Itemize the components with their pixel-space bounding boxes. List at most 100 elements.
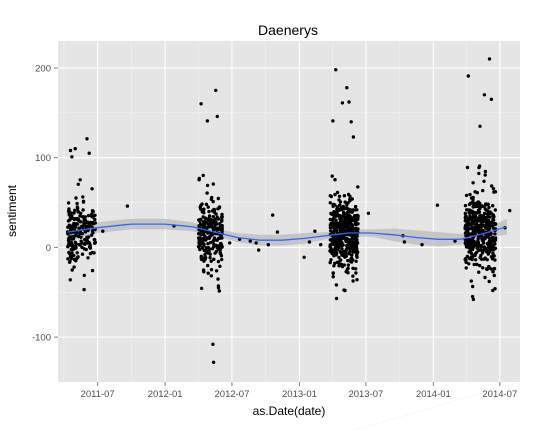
data-point — [483, 256, 487, 260]
data-point — [218, 221, 222, 226]
data-point — [212, 242, 216, 246]
data-point — [339, 223, 343, 227]
data-point — [335, 243, 339, 247]
data-point — [201, 225, 205, 230]
data-point — [209, 259, 213, 263]
data-point — [214, 269, 219, 273]
data-point — [467, 250, 471, 254]
data-point — [208, 240, 213, 245]
data-point — [366, 211, 371, 215]
data-point — [257, 248, 261, 252]
data-point — [87, 222, 91, 226]
data-point — [464, 239, 468, 244]
data-point — [207, 214, 212, 218]
data-point — [463, 211, 467, 216]
data-point — [328, 238, 333, 242]
data-point — [345, 86, 349, 90]
data-point — [248, 239, 252, 243]
data-point — [476, 208, 481, 212]
data-point — [334, 296, 339, 301]
data-point — [493, 190, 498, 194]
data-point — [66, 238, 71, 242]
data-point — [331, 119, 335, 123]
data-point — [93, 240, 98, 245]
data-point — [90, 250, 95, 255]
data-point — [75, 206, 80, 211]
data-point — [492, 273, 496, 278]
data-point — [337, 207, 341, 211]
data-point — [485, 241, 490, 246]
data-point — [491, 187, 496, 191]
data-point — [202, 207, 206, 211]
data-point — [211, 215, 215, 219]
data-point — [465, 165, 470, 170]
data-point — [484, 218, 489, 222]
data-point — [489, 97, 494, 102]
data-point — [206, 263, 210, 268]
data-point — [345, 203, 349, 207]
data-point — [78, 178, 82, 182]
data-point — [74, 245, 78, 249]
data-point — [347, 100, 351, 104]
data-point — [271, 213, 275, 217]
data-point — [484, 226, 488, 230]
data-point — [340, 208, 344, 212]
data-point — [86, 213, 91, 218]
data-point — [90, 187, 94, 191]
data-point — [197, 237, 201, 242]
data-point — [212, 257, 216, 261]
data-point — [329, 247, 333, 252]
data-point — [204, 246, 208, 250]
data-point — [350, 253, 354, 257]
data-point — [328, 260, 332, 265]
data-point — [346, 258, 350, 263]
data-point — [478, 201, 482, 205]
data-point — [491, 269, 495, 274]
data-point — [493, 232, 497, 236]
data-point — [212, 236, 217, 240]
data-point — [466, 229, 470, 234]
data-point — [211, 245, 216, 249]
data-point — [346, 221, 351, 225]
data-point — [214, 249, 219, 254]
data-point — [87, 151, 91, 155]
data-point — [475, 223, 479, 227]
data-point — [217, 289, 221, 293]
data-point — [70, 214, 74, 218]
data-point — [93, 217, 97, 222]
data-point — [475, 191, 479, 195]
data-point — [467, 262, 471, 266]
data-point — [68, 217, 73, 221]
data-points — [65, 57, 512, 364]
data-point — [492, 266, 497, 271]
data-point — [464, 193, 469, 198]
data-point — [200, 246, 205, 250]
data-point — [356, 214, 360, 218]
data-point — [470, 237, 475, 241]
data-point — [351, 266, 355, 270]
data-point — [70, 244, 74, 248]
data-point — [220, 257, 224, 262]
data-point — [402, 240, 407, 244]
data-point — [342, 252, 346, 256]
data-point — [207, 246, 211, 250]
data-point — [205, 191, 209, 195]
data-point — [88, 245, 93, 249]
data-point — [351, 208, 355, 212]
data-point — [203, 222, 207, 227]
data-point — [202, 256, 206, 260]
data-point — [471, 297, 476, 302]
data-point — [90, 268, 95, 273]
y-tick-label: 0 — [46, 243, 51, 254]
data-point — [420, 243, 424, 247]
data-point — [343, 255, 347, 259]
data-point — [74, 196, 78, 200]
data-point — [508, 208, 512, 213]
data-point — [435, 203, 440, 207]
data-point — [202, 248, 206, 253]
data-point — [319, 243, 323, 247]
data-point — [202, 270, 206, 274]
data-point — [198, 247, 202, 252]
data-point — [490, 184, 494, 188]
data-point — [205, 183, 210, 188]
